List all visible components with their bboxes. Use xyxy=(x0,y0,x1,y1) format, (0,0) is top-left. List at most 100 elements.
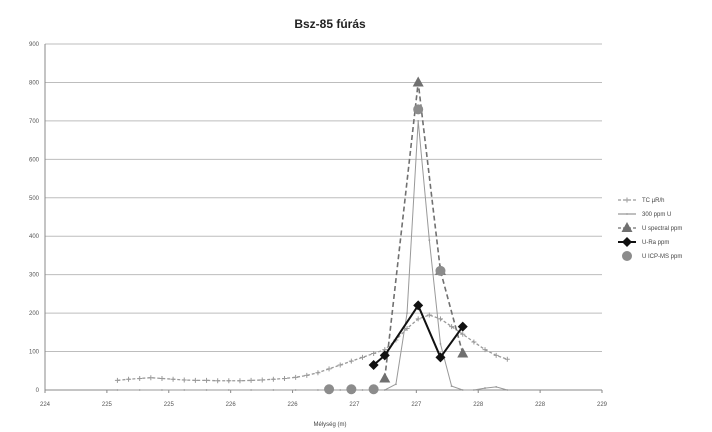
series-line xyxy=(117,314,508,382)
data-point xyxy=(282,375,288,381)
data-point xyxy=(293,374,299,380)
legend-item: U ICP-MS ppm xyxy=(622,251,682,261)
data-point xyxy=(461,389,464,391)
data-point xyxy=(428,239,431,241)
data-point xyxy=(506,389,509,391)
data-point xyxy=(337,362,343,368)
legend-label: 300 ppm U xyxy=(642,212,671,218)
data-point xyxy=(270,376,276,382)
y-tick-label: 600 xyxy=(29,157,40,163)
data-point xyxy=(348,358,354,364)
data-point xyxy=(368,384,379,395)
series-4 xyxy=(324,104,446,395)
legend: TC µR/h 300 ppm U U spectral ppm U-Ra ppm U … xyxy=(618,197,682,261)
data-point xyxy=(482,347,488,353)
series-0 xyxy=(114,312,510,384)
data-point xyxy=(395,383,397,386)
data-point xyxy=(417,119,420,122)
data-point xyxy=(471,339,477,345)
data-point xyxy=(346,384,357,395)
data-point xyxy=(383,389,386,391)
data-point xyxy=(215,378,221,384)
data-point xyxy=(379,350,390,361)
data-point xyxy=(472,389,475,391)
data-point xyxy=(250,389,252,391)
x-tick-label: 227 xyxy=(411,402,422,408)
data-point xyxy=(621,222,633,232)
data-point xyxy=(324,384,335,395)
legend-item: 300 ppm U xyxy=(618,212,671,218)
series-1 xyxy=(116,119,509,391)
data-point xyxy=(227,389,230,391)
data-point xyxy=(304,372,310,378)
data-point xyxy=(170,376,176,382)
data-point xyxy=(315,370,321,376)
x-axis-ticks: 224 225 225 226 226 227 227 228 228 229 xyxy=(40,390,608,408)
data-point xyxy=(361,389,364,391)
data-point xyxy=(426,312,432,318)
y-tick-label: 400 xyxy=(29,234,40,240)
data-point xyxy=(116,389,119,391)
legend-label: TC µR/h xyxy=(642,198,664,204)
data-point xyxy=(226,378,232,384)
data-point xyxy=(439,342,442,345)
x-axis-label: Mélység (m) xyxy=(313,422,346,428)
data-point xyxy=(272,389,275,391)
data-point xyxy=(205,389,208,391)
series-3 xyxy=(368,300,468,371)
legend-item: U-Ra ppm xyxy=(618,237,669,247)
data-point xyxy=(457,347,469,358)
y-tick-label: 200 xyxy=(29,311,40,317)
data-point xyxy=(192,377,198,383)
data-point xyxy=(339,389,342,391)
x-tick-label: 225 xyxy=(164,402,175,408)
x-tick-label: 226 xyxy=(226,402,237,408)
data-point xyxy=(126,376,132,382)
x-tick-label: 229 xyxy=(597,402,608,408)
x-tick-label: 224 xyxy=(40,402,51,408)
legend-label: U-Ra ppm xyxy=(642,240,669,246)
data-point xyxy=(137,375,143,381)
data-point xyxy=(493,352,499,358)
data-point xyxy=(248,377,254,383)
data-point xyxy=(435,352,446,363)
legend-item: U spectral ppm xyxy=(618,222,682,232)
data-point xyxy=(317,389,319,391)
data-point xyxy=(114,377,120,383)
data-point xyxy=(181,377,187,383)
legend-label: U ICP-MS ppm xyxy=(642,254,682,260)
data-point xyxy=(624,197,630,203)
data-point xyxy=(457,321,468,332)
data-point xyxy=(437,316,443,322)
data-point xyxy=(294,389,297,391)
data-point xyxy=(415,316,421,322)
x-tick-label: 226 xyxy=(288,402,299,408)
series-line xyxy=(117,120,508,391)
data-point xyxy=(484,387,486,389)
data-point xyxy=(460,331,466,337)
data-point xyxy=(368,360,379,371)
data-point xyxy=(204,377,210,383)
x-tick-label: 227 xyxy=(349,402,360,408)
data-point xyxy=(259,377,265,383)
data-point xyxy=(379,372,391,383)
chart-title: Bsz-85 fúrás xyxy=(294,17,366,31)
series-layer xyxy=(114,76,510,395)
data-point xyxy=(404,325,410,331)
data-point xyxy=(495,386,498,388)
data-point xyxy=(504,356,510,362)
data-point xyxy=(435,265,446,276)
data-point xyxy=(450,385,453,388)
y-tick-label: 300 xyxy=(29,273,40,279)
data-point xyxy=(371,350,377,356)
y-axis-ticks: 0 100 200 300 400 500 600 700 800 900 xyxy=(29,42,40,394)
series-line xyxy=(383,82,464,379)
data-point xyxy=(159,375,165,381)
data-point xyxy=(622,237,632,247)
y-tick-label: 700 xyxy=(29,119,40,125)
y-tick-label: 500 xyxy=(29,196,40,202)
data-point xyxy=(148,375,154,381)
y-tick-label: 0 xyxy=(36,388,40,394)
data-point xyxy=(183,389,186,391)
